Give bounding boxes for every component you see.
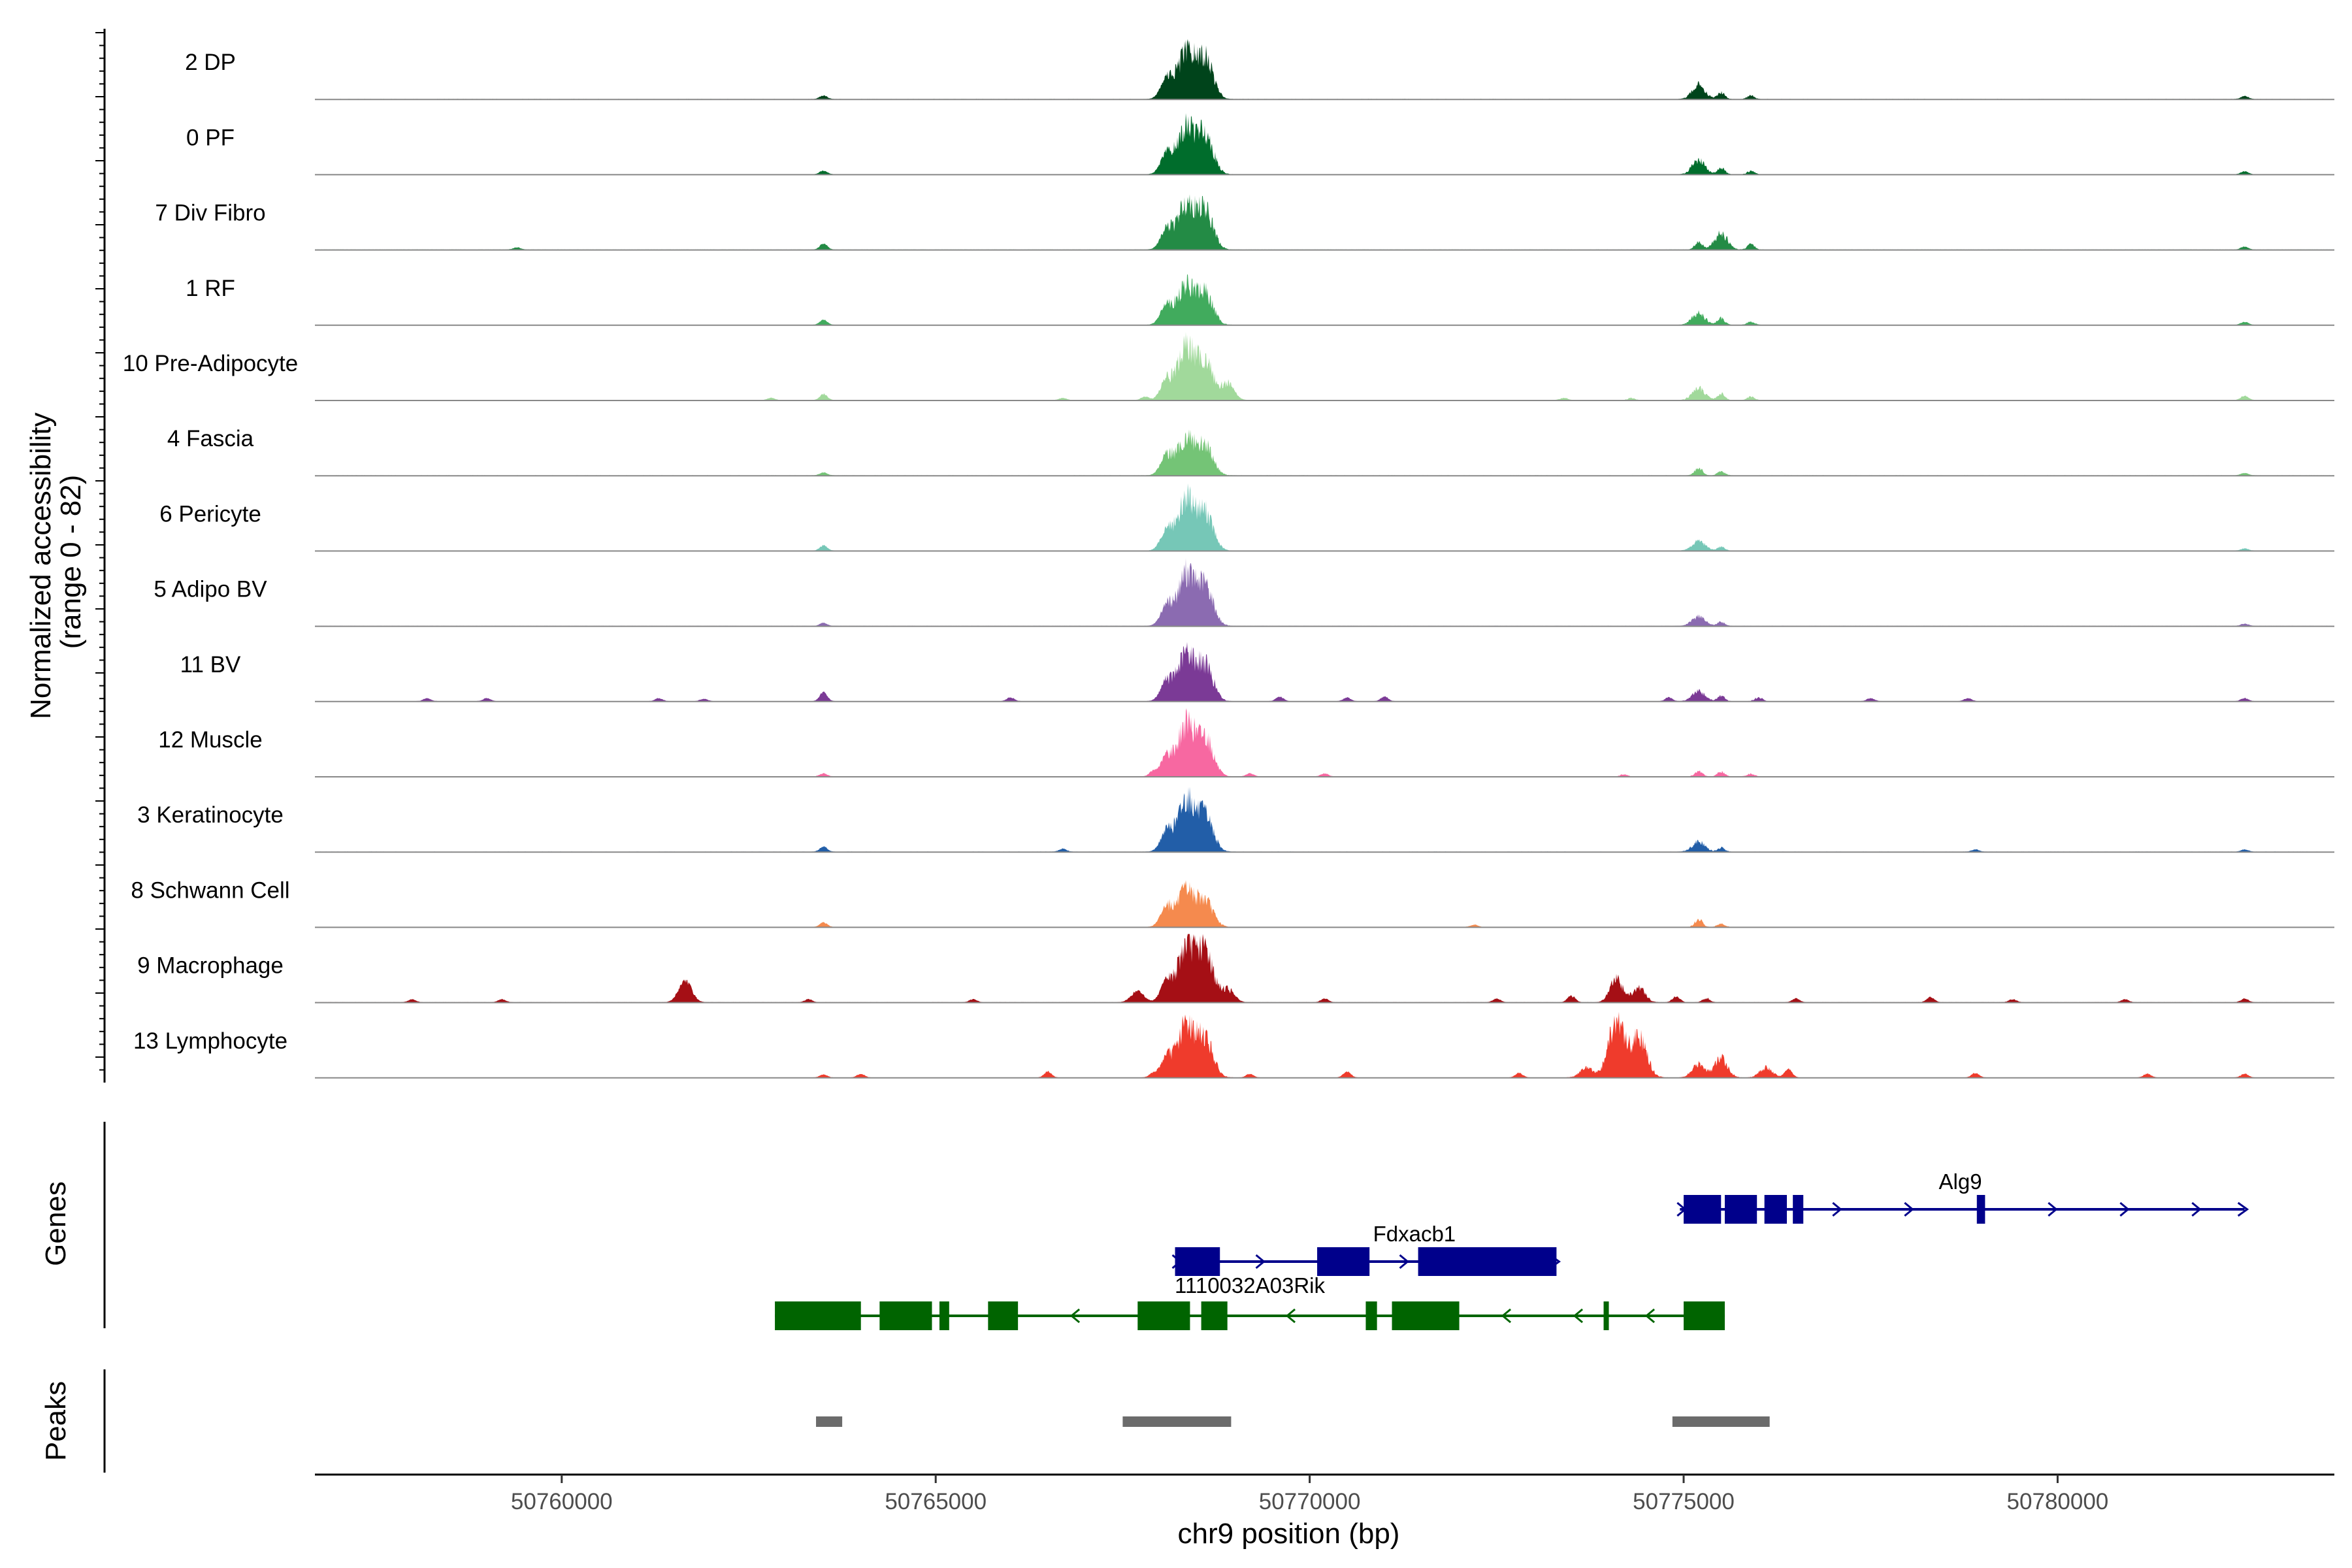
gene-exon bbox=[1764, 1195, 1787, 1224]
track-7: 5 Adipo BV bbox=[154, 558, 2334, 627]
track-1: 0 PF bbox=[186, 113, 2334, 176]
track-8: 11 BV bbox=[180, 642, 2334, 702]
genes-panel: Alg9 Fdxacb1 1110032A03Rik bbox=[103, 1122, 2249, 1330]
track-label: 3 Keratinocyte bbox=[137, 802, 284, 828]
gene-exon bbox=[1201, 1301, 1228, 1330]
track-11: 8 Schwann Cell bbox=[131, 877, 2334, 928]
track-9: 12 Muscle bbox=[158, 708, 2334, 777]
track-4: 10 Pre-Adipocyte bbox=[123, 332, 2334, 401]
gene-1110032A03Rik: 1110032A03Rik bbox=[775, 1273, 1725, 1330]
gene-exon bbox=[1365, 1301, 1377, 1330]
track-10: 3 Keratinocyte bbox=[137, 787, 2334, 853]
peaks-panel-label: Peaks bbox=[40, 1381, 72, 1461]
track-label: 4 Fascia bbox=[167, 426, 254, 451]
track-signal bbox=[315, 787, 2334, 853]
track-label: 2 DP bbox=[185, 50, 236, 75]
track-label: 8 Schwann Cell bbox=[131, 877, 289, 903]
x-tick-label: 50765000 bbox=[885, 1489, 987, 1514]
strand-arrow bbox=[1255, 1254, 1266, 1269]
gene-Alg9: Alg9 bbox=[1676, 1169, 2249, 1224]
track-signal bbox=[315, 1011, 2334, 1078]
gene-exon bbox=[1317, 1247, 1370, 1276]
strand-arrow bbox=[2237, 1201, 2249, 1217]
y-axis-label-line1: Normalized accessibility bbox=[25, 412, 57, 719]
track-signal bbox=[315, 113, 2334, 175]
y-axis-label-line2: (range 0 - 82) bbox=[55, 475, 87, 649]
gene-exon bbox=[879, 1301, 932, 1330]
gene-exon bbox=[1793, 1195, 1804, 1224]
gene-Fdxacb1: Fdxacb1 bbox=[1171, 1222, 1561, 1276]
x-tick-label: 50780000 bbox=[2007, 1489, 2109, 1514]
gene-exon bbox=[939, 1301, 949, 1330]
gene-exon bbox=[1392, 1301, 1460, 1330]
track-signal bbox=[315, 708, 2334, 777]
gene-label: Alg9 bbox=[1939, 1169, 1982, 1194]
track-signal bbox=[315, 332, 2334, 400]
track-label: 6 Pericyte bbox=[159, 501, 261, 527]
gene-exon bbox=[1175, 1247, 1220, 1276]
track-signal bbox=[315, 39, 2334, 100]
x-tick-label: 50760000 bbox=[511, 1489, 613, 1514]
gene-exon bbox=[1684, 1301, 1725, 1330]
gene-exon bbox=[1724, 1195, 1757, 1224]
track-6: 6 Pericyte bbox=[159, 483, 2334, 552]
genes-panel-label: Genes bbox=[40, 1181, 72, 1266]
peak-region bbox=[1122, 1416, 1232, 1427]
track-label: 10 Pre-Adipocyte bbox=[123, 351, 298, 376]
gene-exon bbox=[1418, 1247, 1557, 1276]
coverage-tracks: 2 DP 0 PF 7 Div Fibro 1 RF 10 Pre-Adipocyte 4… bbox=[123, 39, 2334, 1079]
track-3: 1 RF bbox=[186, 274, 2334, 326]
track-5: 4 Fascia bbox=[167, 426, 2334, 477]
y-axis-label: Normalized accessibility (range 0 - 82) bbox=[25, 404, 87, 719]
track-label: 5 Adipo BV bbox=[154, 577, 267, 602]
x-tick-label: 50775000 bbox=[1633, 1489, 1735, 1514]
strand-arrow bbox=[1070, 1308, 1081, 1324]
track-signal bbox=[315, 274, 2334, 325]
track-label: 12 Muscle bbox=[158, 727, 263, 753]
strand-arrow bbox=[1573, 1308, 1584, 1324]
x-axis-label: chr9 position (bp) bbox=[1178, 1518, 1400, 1550]
track-signal bbox=[315, 558, 2334, 627]
track-signal bbox=[315, 429, 2334, 476]
x-tick-label: 50770000 bbox=[1259, 1489, 1361, 1514]
strand-arrow bbox=[1285, 1308, 1296, 1324]
track-label: 7 Div Fibro bbox=[155, 201, 265, 226]
gene-exon bbox=[1976, 1195, 1985, 1224]
gene-exon bbox=[1684, 1195, 1722, 1224]
gene-exon bbox=[988, 1301, 1019, 1330]
track-signal bbox=[315, 880, 2334, 928]
x-axis: 50760000 50765000 50770000 50775000 50780000 bbox=[315, 1473, 2334, 1514]
strand-arrow bbox=[1904, 1201, 1914, 1217]
gene-exon bbox=[1137, 1301, 1190, 1330]
peak-region bbox=[816, 1416, 843, 1427]
strand-arrow bbox=[1399, 1254, 1409, 1269]
track-13: 13 Lymphocyte bbox=[133, 1011, 2334, 1079]
track-label: 11 BV bbox=[180, 652, 241, 678]
track-2: 7 Div Fibro bbox=[155, 194, 2334, 251]
gene-exon bbox=[775, 1301, 861, 1330]
strand-arrow bbox=[1832, 1201, 1842, 1217]
track-12: 9 Macrophage bbox=[137, 934, 2334, 1004]
track-label: 0 PF bbox=[186, 125, 235, 150]
gene-label: 1110032A03Rik bbox=[1175, 1273, 1325, 1298]
track-signal bbox=[315, 483, 2334, 551]
strand-arrow bbox=[2191, 1201, 2202, 1217]
peaks-panel bbox=[103, 1369, 1770, 1473]
strand-arrow bbox=[2119, 1201, 2130, 1217]
strand-arrow bbox=[1501, 1308, 1512, 1324]
track-signal bbox=[315, 194, 2334, 250]
track-signal bbox=[315, 934, 2334, 1003]
gene-exon bbox=[1603, 1301, 1609, 1330]
accessibility-axis bbox=[95, 29, 106, 1083]
track-0: 2 DP bbox=[185, 39, 2334, 101]
track-label: 13 Lymphocyte bbox=[133, 1028, 287, 1054]
strand-arrow bbox=[1644, 1308, 1656, 1324]
peak-region bbox=[1672, 1416, 1770, 1427]
track-label: 1 RF bbox=[186, 276, 235, 301]
track-label: 9 Macrophage bbox=[137, 953, 284, 979]
gene-label: Fdxacb1 bbox=[1373, 1222, 1456, 1246]
track-signal bbox=[315, 642, 2334, 702]
strand-arrow bbox=[2048, 1201, 2058, 1217]
